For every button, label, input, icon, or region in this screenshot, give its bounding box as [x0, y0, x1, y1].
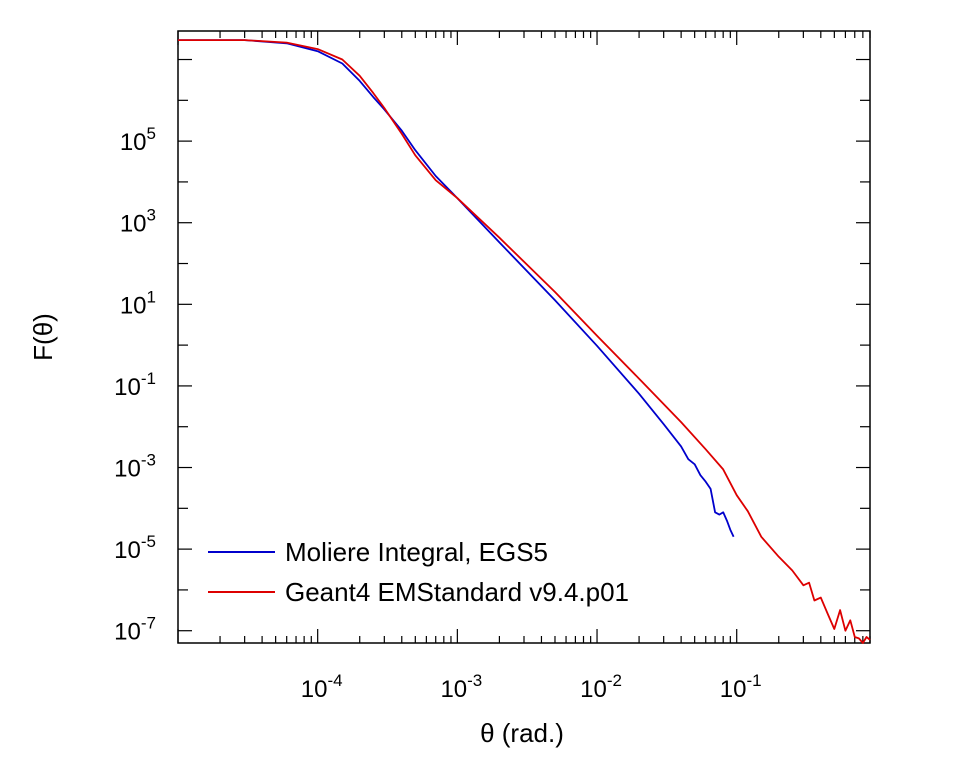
- y-tick-labels: 105 103 101 10-1 10-3 10-5 10-7: [114, 124, 156, 646]
- y-tick-label: 10-7: [114, 614, 156, 646]
- tick-marks: [177, 31, 871, 643]
- legend-label-geant4: Geant4 EMStandard v9.4.p01: [285, 577, 629, 607]
- series-line-0: [178, 39, 735, 538]
- x-axis-title: θ (rad.): [480, 718, 564, 748]
- x-tick-label: 10-2: [580, 671, 622, 703]
- x-tick-label: 10-1: [720, 671, 762, 703]
- y-tick-label: 101: [120, 287, 156, 319]
- x-tick-label: 10-4: [301, 671, 343, 703]
- y-tick-label: 10-1: [114, 369, 156, 401]
- x-tick-label: 10-3: [440, 671, 482, 703]
- y-tick-label: 103: [120, 206, 156, 238]
- x-tick-labels: 10-4 10-3 10-2 10-1: [301, 671, 762, 703]
- series-lines: [178, 39, 871, 644]
- y-tick-label: 10-3: [114, 451, 156, 483]
- y-axis-title: F(θ): [28, 313, 58, 361]
- y-tick-label: 105: [120, 124, 156, 156]
- legend: Moliere Integral, EGS5 Geant4 EMStandard…: [208, 537, 629, 607]
- series-line-1: [178, 39, 871, 644]
- legend-label-moliere: Moliere Integral, EGS5: [285, 537, 548, 567]
- y-tick-label: 10-5: [114, 532, 156, 564]
